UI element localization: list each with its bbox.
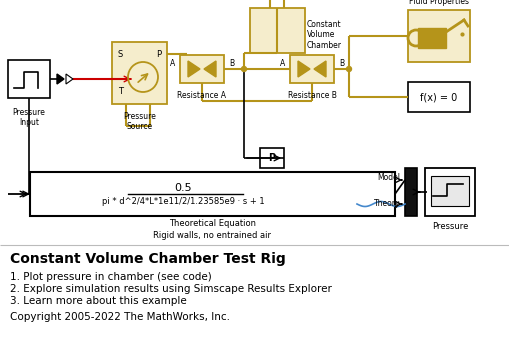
Bar xyxy=(408,82,470,112)
Text: A: A xyxy=(280,59,285,68)
Text: Pressure: Pressure xyxy=(432,222,468,231)
Text: Model: Model xyxy=(377,173,400,182)
Text: Theory: Theory xyxy=(374,200,400,209)
Polygon shape xyxy=(298,61,310,77)
Text: 1. Plot pressure in chamber (see code): 1. Plot pressure in chamber (see code) xyxy=(10,272,212,282)
Text: A: A xyxy=(169,59,175,68)
Text: pi * d^2/4*L*1e11/2/1.23585e9 · s + 1: pi * d^2/4*L*1e11/2/1.23585e9 · s + 1 xyxy=(102,197,265,206)
Text: B: B xyxy=(339,59,344,68)
Bar xyxy=(112,42,167,104)
Text: Pressure
Source: Pressure Source xyxy=(123,112,156,131)
Text: 3. Learn more about this example: 3. Learn more about this example xyxy=(10,296,187,306)
Text: B: B xyxy=(229,59,234,68)
Bar xyxy=(408,10,470,62)
Text: S: S xyxy=(118,50,123,59)
Bar xyxy=(431,176,469,206)
Text: P: P xyxy=(268,153,275,163)
Text: 0.5: 0.5 xyxy=(175,183,192,193)
Bar xyxy=(290,55,334,83)
Polygon shape xyxy=(57,74,64,84)
Bar xyxy=(260,148,284,168)
Text: Resistance B: Resistance B xyxy=(288,91,336,100)
Bar xyxy=(425,168,475,216)
Polygon shape xyxy=(66,74,73,84)
Text: Fluid Properties: Fluid Properties xyxy=(409,0,469,6)
Text: f(x) = 0: f(x) = 0 xyxy=(420,92,458,102)
Polygon shape xyxy=(314,61,326,77)
Bar xyxy=(8,60,50,98)
Text: Resistance A: Resistance A xyxy=(178,91,227,100)
Text: P: P xyxy=(156,50,161,59)
Bar xyxy=(250,8,305,53)
Polygon shape xyxy=(204,61,216,77)
Bar xyxy=(180,55,224,83)
Text: Constant
Volume
Chamber: Constant Volume Chamber xyxy=(307,20,342,50)
Text: Constant Volume Chamber Test Rig: Constant Volume Chamber Test Rig xyxy=(10,252,286,266)
Polygon shape xyxy=(188,61,200,77)
Bar xyxy=(30,172,395,216)
Text: Copyright 2005-2022 The MathWorks, Inc.: Copyright 2005-2022 The MathWorks, Inc. xyxy=(10,312,230,322)
Text: Rigid walls, no entrained air: Rigid walls, no entrained air xyxy=(154,230,271,239)
Text: 2. Explore simulation results using Simscape Results Explorer: 2. Explore simulation results using Sims… xyxy=(10,284,332,294)
Text: T: T xyxy=(118,87,123,96)
Circle shape xyxy=(347,66,352,71)
Text: Pressure
Input: Pressure Input xyxy=(13,108,45,127)
Bar xyxy=(405,168,417,216)
Circle shape xyxy=(241,66,246,71)
Text: Theoretical Equation: Theoretical Equation xyxy=(169,219,256,228)
Bar xyxy=(418,28,446,48)
